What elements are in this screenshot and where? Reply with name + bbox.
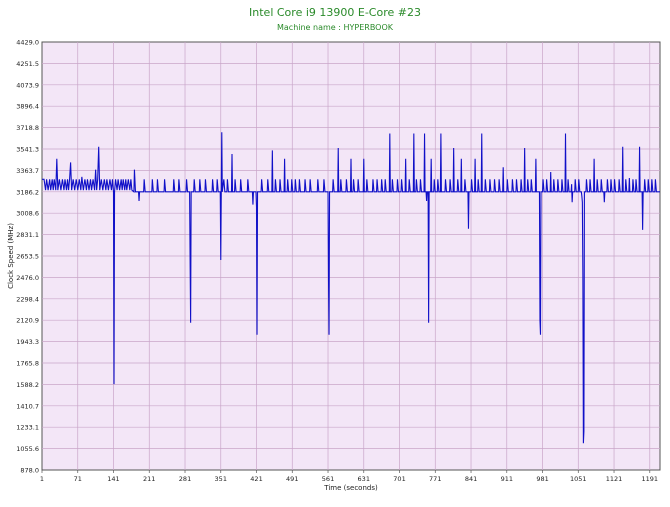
y-tick-label: 2120.9 <box>16 317 39 325</box>
x-tick-label: 141 <box>107 475 119 483</box>
x-tick-label: 631 <box>358 475 370 483</box>
x-tick-label: 1121 <box>606 475 623 483</box>
y-tick-label: 1055.6 <box>16 445 39 453</box>
y-tick-label: 2298.4 <box>16 295 39 303</box>
x-tick-label: 561 <box>322 475 334 483</box>
y-tick-label: 4251.5 <box>16 60 39 68</box>
y-tick-label: 2653.5 <box>16 253 39 261</box>
y-axis-ticks: 4429.0 4251.5 4073.9 3896.4 3718.8 3541.3 3363… <box>16 39 39 475</box>
chart-title: Intel Core i9 13900 E-Core #23 <box>249 6 421 19</box>
y-tick-label: 3008.6 <box>16 210 39 218</box>
y-tick-label: 3896.4 <box>16 103 39 111</box>
x-tick-label: 1191 <box>642 475 659 483</box>
y-axis-label: Clock Speed (MHz) <box>7 223 15 289</box>
x-tick-label: 701 <box>393 475 405 483</box>
y-tick-label: 2831.1 <box>16 231 39 239</box>
x-axis-ticks: 1 71 141 211 281 351 421 491 561 631 701 771 841 911 9… <box>40 470 658 483</box>
y-tick-label: 1410.7 <box>16 402 39 410</box>
x-tick-label: 841 <box>465 475 477 483</box>
x-tick-label: 1051 <box>570 475 587 483</box>
series-layer <box>42 132 660 444</box>
y-tick-label: 1588.2 <box>16 381 39 389</box>
x-tick-label: 351 <box>215 475 227 483</box>
y-tick-label: 3718.8 <box>16 124 39 132</box>
y-tick-label: 1765.8 <box>16 359 39 367</box>
x-tick-label: 281 <box>179 475 191 483</box>
y-tick-label: 4429.0 <box>16 39 39 47</box>
x-tick-label: 1 <box>40 475 44 483</box>
y-tick-label: 1943.3 <box>16 338 39 346</box>
y-tick-label: 1233.1 <box>16 424 39 432</box>
x-tick-label: 71 <box>74 475 82 483</box>
x-tick-label: 211 <box>143 475 155 483</box>
x-axis-label: Time (seconds) <box>323 484 378 492</box>
y-tick-label: 4073.9 <box>16 81 39 89</box>
chart-subtitle: Machine name : HYPERBOOK <box>277 23 394 32</box>
x-tick-label: 981 <box>536 475 548 483</box>
series-line <box>42 132 660 444</box>
x-tick-label: 421 <box>250 475 262 483</box>
y-tick-label: 3541.3 <box>16 145 39 153</box>
x-tick-label: 771 <box>429 475 441 483</box>
x-tick-label: 491 <box>286 475 298 483</box>
y-tick-label: 3186.2 <box>16 188 39 196</box>
y-tick-label: 2476.0 <box>16 274 39 282</box>
x-tick-label: 911 <box>501 475 513 483</box>
y-tick-label: 878.0 <box>20 467 39 475</box>
y-tick-label: 3363.7 <box>16 167 39 175</box>
grid-lines <box>42 42 660 470</box>
